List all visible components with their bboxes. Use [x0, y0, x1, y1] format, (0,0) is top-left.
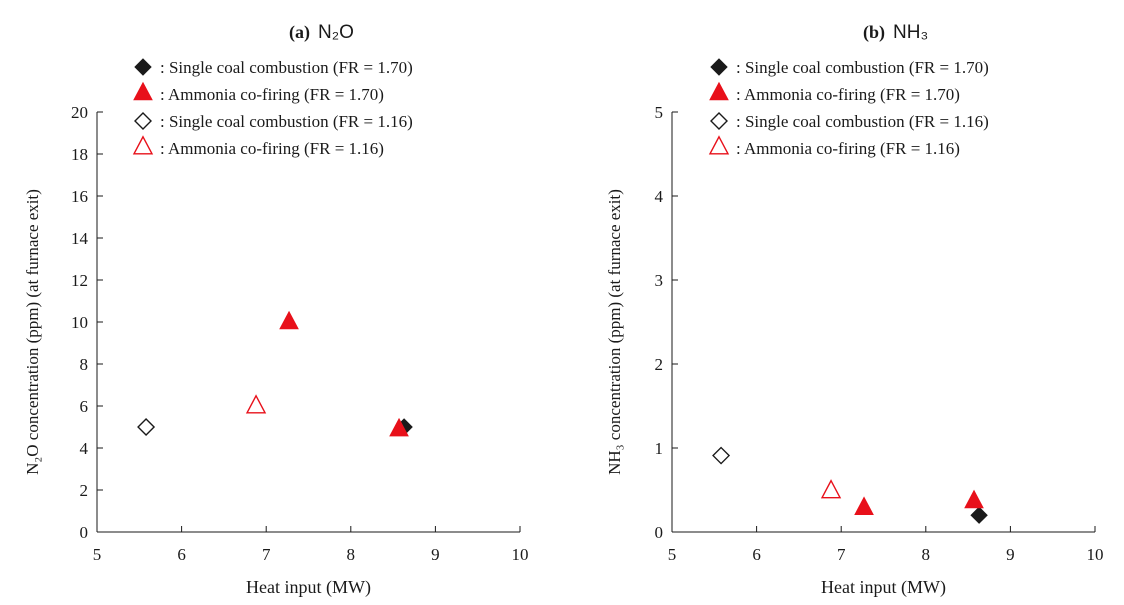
data-point	[389, 417, 409, 437]
x-tick-label: 7	[262, 545, 271, 564]
y-tick-label: 0	[80, 523, 89, 542]
x-tick-label: 5	[93, 545, 102, 564]
y-tick-label: 4	[655, 187, 664, 206]
panel-label: (b)	[863, 22, 885, 43]
x-tick-label: 7	[837, 545, 846, 564]
y-tick-label: 6	[80, 397, 89, 416]
y-tick-label: 18	[71, 145, 88, 164]
x-tick-label: 8	[347, 545, 356, 564]
legend: : Single coal combustion (FR = 1.70) : Am…	[132, 58, 413, 158]
legend-marker	[134, 58, 152, 76]
data-point	[854, 496, 874, 515]
x-axis-label: Heat input (MW)	[821, 577, 946, 598]
legend-marker	[134, 112, 152, 130]
legend-entry: : Single coal combustion (FR = 1.70)	[736, 58, 989, 77]
y-tick-label: 2	[655, 355, 664, 374]
x-tick-label: 10	[512, 545, 529, 564]
data-point	[820, 479, 842, 499]
legend-marker	[709, 81, 729, 101]
legend-entry: : Ammonia co-firing (FR = 1.70)	[160, 85, 384, 104]
y-tick-label: 0	[655, 523, 664, 542]
x-tick-label: 6	[177, 545, 186, 564]
y-tick-label: 2	[80, 481, 89, 500]
x-tick-label: 8	[922, 545, 931, 564]
legend-marker	[133, 81, 153, 101]
data-point	[279, 310, 299, 330]
x-tick-label: 9	[1006, 545, 1015, 564]
data-point	[712, 446, 731, 465]
y-tick-label: 3	[655, 271, 664, 290]
legend-entry: : Ammonia co-firing (FR = 1.70)	[736, 85, 960, 104]
y-tick-label: 14	[71, 229, 89, 248]
y-tick-label: 4	[80, 439, 89, 458]
panel-label: (a)	[289, 22, 310, 43]
x-axis-label: Heat input (MW)	[246, 577, 371, 598]
y-tick-label: 12	[71, 271, 88, 290]
y-axis-label: N₂O concentration (ppm) (at furnace exit…	[23, 189, 42, 475]
data-point	[137, 418, 156, 436]
legend: : Single coal combustion (FR = 1.70) : Am…	[708, 58, 989, 158]
y-tick-label: 10	[71, 313, 88, 332]
chart-title: NH₃	[893, 22, 928, 43]
legend-marker	[710, 112, 728, 130]
y-tick-label: 5	[655, 103, 664, 122]
data-point	[964, 489, 984, 509]
legend-entry: : Ammonia co-firing (FR = 1.16)	[736, 139, 960, 158]
y-tick-label: 1	[655, 439, 664, 458]
x-tick-label: 5	[668, 545, 677, 564]
y-tick-label: 16	[71, 187, 88, 206]
data-point	[970, 506, 988, 524]
x-tick-label: 9	[431, 545, 440, 564]
panel-a: 5 6 7 8 9 10 0 2 4 6 8 10 12 14 16 18 20 Heat input (MW) N…	[23, 22, 529, 598]
y-axis-label: NH₃ concentration (ppm) (at furnace exit…	[605, 189, 624, 475]
legend-entry: : Ammonia co-firing (FR = 1.16)	[160, 139, 384, 158]
x-tick-label: 10	[1087, 545, 1104, 564]
x-tick-label: 6	[752, 545, 761, 564]
y-tick-label: 8	[80, 355, 89, 374]
legend-marker	[708, 135, 730, 155]
chart-title: N₂O	[318, 22, 354, 43]
legend-entry: : Single coal combustion (FR = 1.16)	[160, 112, 413, 131]
panel-b: 5 6 7 8 9 10 0 1 2 3 4 5 Heat input (MW) NH₃ concentr…	[605, 22, 1104, 598]
legend-marker	[132, 135, 154, 155]
data-point	[245, 394, 267, 414]
legend-entry: : Single coal combustion (FR = 1.70)	[160, 58, 413, 77]
legend-entry: : Single coal combustion (FR = 1.16)	[736, 112, 989, 131]
legend-marker	[710, 58, 728, 76]
y-tick-label: 20	[71, 103, 88, 122]
